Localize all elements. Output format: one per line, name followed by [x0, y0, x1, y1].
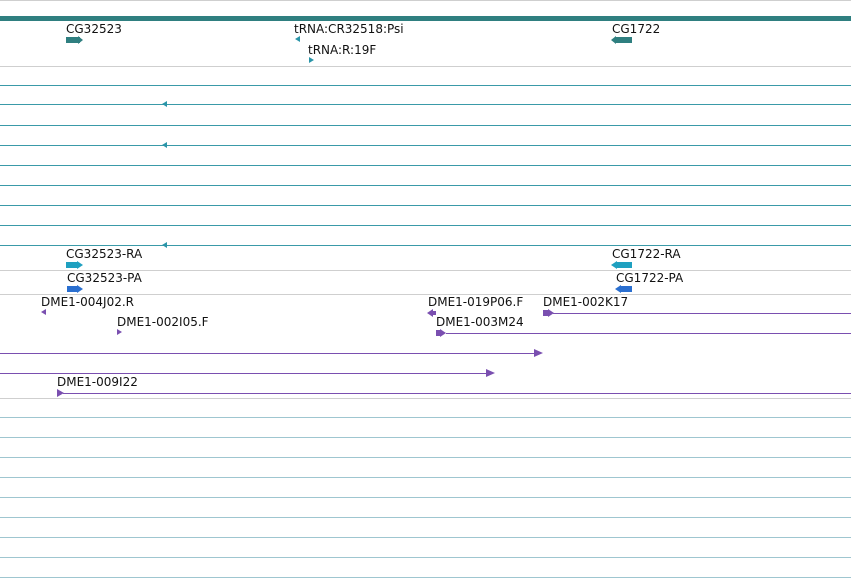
- clone-end-arrow-icon: [548, 309, 554, 317]
- clone-end-arrow-icon: [440, 329, 446, 337]
- clone-feature-block[interactable]: [543, 310, 549, 316]
- transcript-label-cg1722-ra[interactable]: CG1722-RA: [612, 247, 681, 261]
- clone-feature-block[interactable]: [436, 330, 441, 336]
- gene-strand-arrow-icon: [611, 36, 616, 44]
- clone-span-line[interactable]: [63, 393, 851, 394]
- clone-end-arrow-icon: [57, 389, 64, 397]
- gene-label-cg32523[interactable]: CG32523: [66, 22, 122, 36]
- empty-track-row[interactable]: [0, 577, 851, 578]
- alignment-row[interactable]: [0, 165, 851, 166]
- transcript-feature-cg1722-pa[interactable]: [621, 286, 632, 292]
- strand-arrow-icon: [77, 285, 83, 293]
- gene-label-cg1722[interactable]: CG1722: [612, 22, 661, 36]
- track-divider: [0, 294, 851, 295]
- trna-r19f-feature-icon[interactable]: [309, 57, 314, 63]
- gene-label-trna-psi[interactable]: tRNA:CR32518:Psi: [294, 22, 404, 36]
- alignment-row[interactable]: [0, 225, 851, 226]
- arrow-left-icon: [162, 142, 167, 148]
- empty-track-row[interactable]: [0, 477, 851, 478]
- gene-feature-cg32523[interactable]: [66, 37, 80, 43]
- alignment-row[interactable]: [0, 104, 851, 105]
- empty-track-row[interactable]: [0, 437, 851, 438]
- empty-track-row[interactable]: [0, 417, 851, 418]
- top-border: [0, 0, 851, 1]
- track-divider: [0, 270, 851, 271]
- clone-span-line[interactable]: [0, 353, 535, 354]
- clone-span-line[interactable]: [553, 313, 851, 314]
- clone-end-arrow-icon[interactable]: [486, 369, 495, 377]
- alignment-row[interactable]: [0, 205, 851, 206]
- empty-track-row[interactable]: [0, 497, 851, 498]
- empty-track-row[interactable]: [0, 557, 851, 558]
- strand-arrow-icon: [615, 285, 621, 293]
- gene-feature-cg1722[interactable]: [616, 37, 632, 43]
- arrow-left-icon: [162, 101, 167, 107]
- gene-label-trna-r19f[interactable]: tRNA:R:19F: [308, 43, 377, 57]
- clone-label-dme1-002i05-f[interactable]: DME1-002I05.F: [117, 315, 209, 329]
- clone-span-line[interactable]: [0, 373, 487, 374]
- clone-label-dme1-004j02-r[interactable]: DME1-004J02.R: [41, 295, 135, 309]
- track-divider: [0, 66, 851, 67]
- transcript-feature-cg32523-ra[interactable]: [66, 262, 78, 268]
- trna-psi-feature-icon[interactable]: [295, 36, 300, 42]
- clone-span-line[interactable]: [446, 333, 851, 334]
- strand-arrow-icon: [77, 261, 83, 269]
- transcript-feature-cg32523-pa[interactable]: [67, 286, 78, 292]
- clone-label-dme1-019p06-f[interactable]: DME1-019P06.F: [428, 295, 524, 309]
- strand-arrow-icon: [611, 261, 617, 269]
- alignment-row[interactable]: [0, 125, 851, 126]
- transcript-label-cg1722-pa[interactable]: CG1722-PA: [616, 271, 684, 285]
- clone-end-arrow-icon[interactable]: [41, 309, 46, 315]
- alignment-row[interactable]: [0, 145, 851, 146]
- clone-label-dme1-003m24[interactable]: DME1-003M24: [436, 315, 524, 329]
- alignment-row[interactable]: [0, 185, 851, 186]
- clone-end-arrow-icon[interactable]: [117, 329, 122, 335]
- empty-track-row[interactable]: [0, 517, 851, 518]
- alignment-row[interactable]: [0, 85, 851, 86]
- track-divider: [0, 398, 851, 399]
- empty-track-row[interactable]: [0, 457, 851, 458]
- transcript-label-cg32523-ra[interactable]: CG32523-RA: [66, 247, 143, 261]
- arrow-left-icon: [162, 242, 167, 248]
- transcript-label-cg32523-pa[interactable]: CG32523-PA: [67, 271, 142, 285]
- alignment-row[interactable]: [0, 245, 851, 246]
- clone-feature-block[interactable]: [432, 311, 436, 315]
- clone-label-dme1-002k17[interactable]: DME1-002K17: [543, 295, 629, 309]
- transcript-feature-cg1722-ra[interactable]: [617, 262, 632, 268]
- clone-end-arrow-icon[interactable]: [427, 309, 433, 317]
- empty-track-row[interactable]: [0, 537, 851, 538]
- gene-strand-arrow-icon: [78, 36, 83, 44]
- clone-label-dme1-009i22[interactable]: DME1-009I22: [57, 375, 138, 389]
- scale-bar: [0, 16, 851, 21]
- clone-end-arrow-icon[interactable]: [534, 349, 543, 357]
